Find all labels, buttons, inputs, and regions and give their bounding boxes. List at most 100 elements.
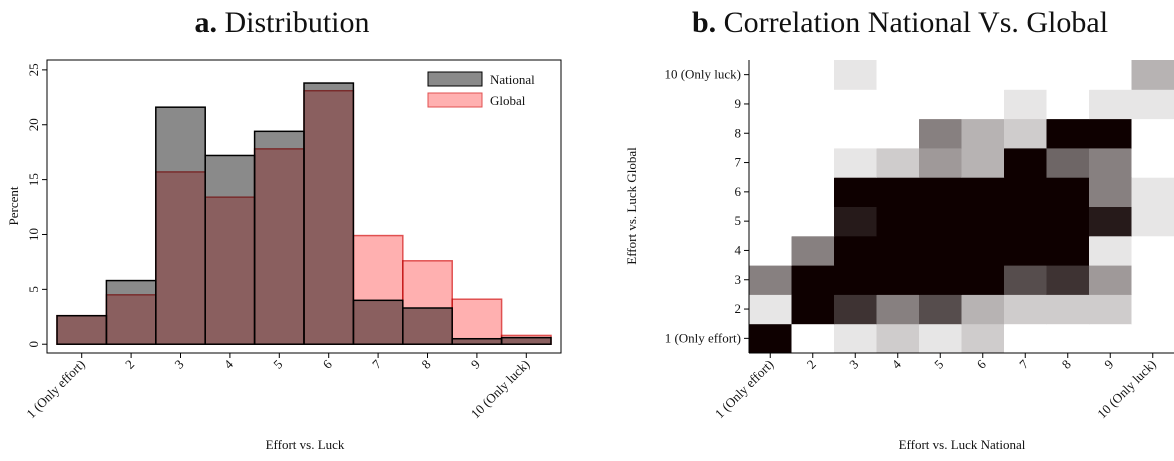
heat-cell: [877, 294, 920, 324]
heat-cell: [1004, 148, 1047, 178]
y-tick-label: 4: [735, 242, 742, 257]
heat-cell: [962, 294, 1005, 324]
heat-cell: [1004, 236, 1047, 266]
panel-label: a.: [194, 6, 217, 39]
heat-cell: [834, 265, 877, 295]
y-tick-label: 3: [735, 272, 742, 287]
bar: [57, 316, 106, 345]
heat-cell: [792, 89, 835, 119]
bar: [255, 149, 304, 344]
heat-cell: [834, 148, 877, 178]
heat-cell: [877, 89, 920, 119]
x-tick-label: 8: [418, 357, 433, 372]
x-tick-label: 3: [846, 357, 861, 372]
heat-cell: [962, 148, 1005, 178]
heat-cell: [1047, 236, 1090, 266]
heat-cell: [1004, 119, 1047, 149]
heat-cell: [749, 89, 792, 119]
heat-cell: [1132, 207, 1174, 237]
heat-cell: [919, 236, 962, 266]
heat-cell: [1089, 294, 1132, 324]
y-tick-label: 8: [735, 125, 742, 140]
heat-cell: [1132, 236, 1174, 266]
title-text: Distribution: [224, 6, 369, 39]
heat-cell: [1089, 265, 1132, 295]
bar: [106, 295, 155, 344]
bar: [502, 335, 551, 344]
y-tick-label: 9: [735, 96, 742, 111]
legend-label: Global: [490, 93, 526, 108]
y-tick-label: 25: [26, 63, 41, 76]
x-tick-label: 7: [1016, 356, 1032, 372]
heat-cell: [792, 236, 835, 266]
x-tick-label: 4: [221, 356, 237, 372]
heat-cell: [1132, 89, 1174, 119]
bar: [452, 299, 501, 344]
heat-cell: [1089, 207, 1132, 237]
heat-cell: [919, 60, 962, 90]
heat-cell: [1089, 119, 1132, 149]
heat-cell: [1132, 294, 1174, 324]
heat-cell: [1004, 207, 1047, 237]
heat-cell: [877, 60, 920, 90]
heat-cell: [749, 207, 792, 237]
bars: [57, 83, 551, 344]
y-tick-label: 6: [735, 184, 742, 199]
heat-cell: [792, 60, 835, 90]
heat-cell: [877, 236, 920, 266]
heat-cell: [877, 119, 920, 149]
heat-cell: [1047, 148, 1090, 178]
y-axis-title: Percent: [6, 186, 21, 225]
x-tick-label: 2: [122, 357, 137, 372]
heat-cell: [749, 60, 792, 90]
heat-cell: [1047, 324, 1090, 354]
heat-cell: [834, 177, 877, 207]
heat-cell: [749, 324, 792, 354]
x-axis-title: Effort vs. Luck National: [899, 437, 1026, 452]
heat-cell: [1004, 177, 1047, 207]
heat-cell: [834, 207, 877, 237]
heat-cell: [1047, 177, 1090, 207]
bar: [353, 236, 402, 345]
x-tick-label: 1 (Only effort): [23, 357, 88, 422]
heat-cell: [1047, 119, 1090, 149]
x-tick-label: 8: [1059, 357, 1074, 372]
heat-cell: [962, 207, 1005, 237]
x-tick-label: 7: [369, 356, 385, 372]
heat-cell: [834, 236, 877, 266]
x-tick-label: 5: [931, 357, 946, 372]
heat-cell: [792, 294, 835, 324]
x-tick-label: 9: [468, 357, 483, 372]
heat-cell: [962, 265, 1005, 295]
heat-cell: [1047, 294, 1090, 324]
heat-cell: [1132, 324, 1174, 354]
x-tick-label: 2: [804, 357, 819, 372]
y-tick-label: 0: [26, 341, 41, 348]
heat-cell: [962, 89, 1005, 119]
y-tick-label: 15: [26, 173, 41, 186]
heat-cell: [1089, 324, 1132, 354]
y-tick-label: 10 (Only luck): [664, 67, 741, 82]
panel-label: b.: [692, 6, 716, 39]
heat-cell: [1047, 89, 1090, 119]
heat-cell: [792, 119, 835, 149]
x-tick-label: 9: [1101, 357, 1116, 372]
chart-title: b. Correlation National Vs. Global: [692, 6, 1108, 39]
x-axis-title: Effort vs. Luck: [266, 437, 345, 452]
heat-cell: [792, 177, 835, 207]
heat-cell: [1089, 89, 1132, 119]
legend-swatch: [428, 72, 482, 86]
heat-cell: [919, 148, 962, 178]
bar: [304, 91, 353, 344]
y-tick-label: 20: [26, 118, 41, 131]
heat-cell: [749, 148, 792, 178]
heat-cell: [1004, 265, 1047, 295]
y-axis-title: Effort vs. Luck Global: [624, 147, 639, 265]
y-tick-label: 5: [26, 286, 41, 293]
heat-cell: [919, 324, 962, 354]
heat-cell: [877, 265, 920, 295]
heat-cell: [919, 119, 962, 149]
heat-cell: [1004, 60, 1047, 90]
heat-cell: [919, 207, 962, 237]
